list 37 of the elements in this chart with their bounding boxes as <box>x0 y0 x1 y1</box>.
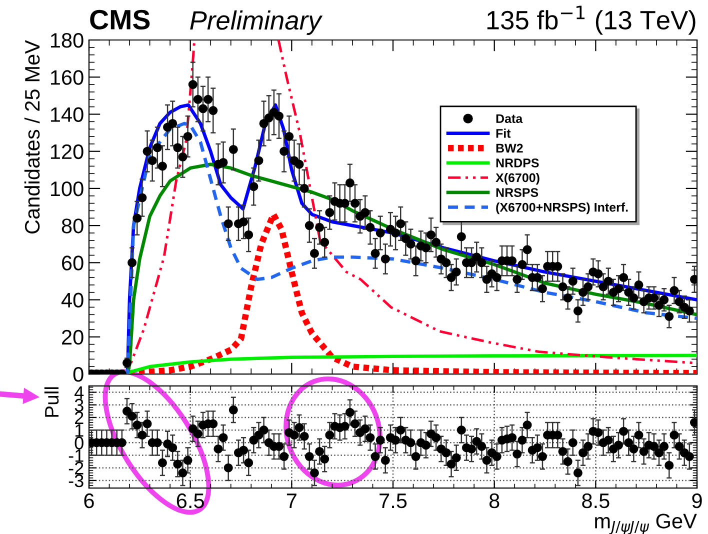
y-tick-label: -3 <box>68 474 84 488</box>
x-tick-label: 8 <box>489 493 500 508</box>
legend-label: Fit <box>496 128 511 138</box>
legend-label: BW2 <box>496 144 523 152</box>
y-tick-label: 120 <box>50 144 84 160</box>
y-tick-label: 160 <box>50 70 84 85</box>
y-tick-label: 80 <box>62 218 84 234</box>
y-tick-label: 0 <box>73 367 84 382</box>
x-tick-label: 7 <box>286 494 296 508</box>
legend-label: X(6700) <box>496 172 540 185</box>
legend-label: (X6700+NRSPS) Interf. <box>496 202 628 214</box>
legend-label: NRDPS <box>496 158 539 168</box>
y-tick-label: 100 <box>50 181 84 196</box>
y-tick-label: 4 <box>74 386 84 399</box>
text: 135 fb$^{−1}$ (13 TeV) <box>487 6 696 35</box>
x-tick-label: 6 <box>84 493 94 508</box>
y-axis-title: Candidates / 25 MeV <box>24 40 40 234</box>
y-tick-label: 20 <box>62 330 84 345</box>
x-tick-label: 8.5 <box>582 493 610 508</box>
legend-label: Data <box>496 114 523 124</box>
y-tick-label: 60 <box>62 256 84 270</box>
x-tick-label: 7.5 <box>380 494 407 508</box>
x-tick-label: 9 <box>692 493 702 508</box>
x-tick-label: 6.5 <box>176 493 204 508</box>
chart-title: CMS <box>90 10 150 30</box>
y-tick-label: 0 <box>74 436 84 450</box>
y-tick-label: 1 <box>75 424 84 437</box>
legend-label: NRSPS <box>496 188 538 197</box>
y-tick-label: 2 <box>75 411 84 424</box>
y-tick-label: 40 <box>61 292 84 308</box>
y-tick-label: 140 <box>50 107 84 122</box>
y-tick-label: 3 <box>74 398 84 412</box>
y-tick-label: -2 <box>68 462 84 474</box>
y-axis-title: Pull <box>44 387 59 417</box>
y-tick-label: -1 <box>68 449 84 462</box>
chart-subtitle: Preliminary <box>190 10 323 35</box>
y-tick-label: 180 <box>50 33 84 48</box>
